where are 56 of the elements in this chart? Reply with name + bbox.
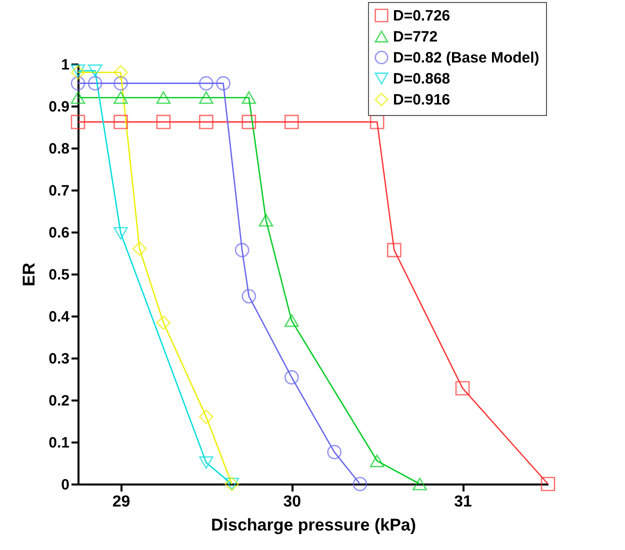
y-axis-title: ER xyxy=(20,262,39,286)
x-tick-label: 29 xyxy=(112,494,130,510)
y-tick-label: 1 xyxy=(61,56,70,74)
point xyxy=(242,91,256,104)
point xyxy=(199,456,214,469)
point xyxy=(199,91,214,104)
point xyxy=(412,478,427,490)
y-tick-label: 0.8 xyxy=(48,140,70,158)
point xyxy=(370,454,384,468)
x-tick-label: 31 xyxy=(454,494,472,510)
point xyxy=(88,76,102,90)
x-tick-label: 30 xyxy=(283,494,302,510)
point xyxy=(70,91,86,104)
legend-label: D=772 xyxy=(393,28,438,46)
legend-label: D=0.868 xyxy=(393,70,450,88)
point xyxy=(540,476,556,492)
point xyxy=(114,76,128,90)
point xyxy=(387,242,402,258)
y-tick-label: 0.2 xyxy=(48,392,70,410)
point xyxy=(132,242,147,256)
y-tick-label: 0.7 xyxy=(48,182,70,200)
point xyxy=(258,214,274,227)
point xyxy=(284,314,299,327)
point xyxy=(455,381,470,396)
y-tick-label: 0.3 xyxy=(48,350,70,368)
point xyxy=(70,114,86,130)
y-tick-label: 0.6 xyxy=(48,224,70,242)
y-tick-label: 0.1 xyxy=(48,434,70,452)
point xyxy=(199,114,214,130)
x-axis-title: Discharge pressure (kPa) xyxy=(210,516,416,534)
y-tick-label: 0.4 xyxy=(48,308,70,326)
point xyxy=(352,476,368,492)
legend-label: D=0.726 xyxy=(393,8,450,24)
point xyxy=(156,316,171,330)
point xyxy=(242,114,256,130)
y-tick-label: 0.9 xyxy=(48,98,70,116)
y-tick-label: 0.5 xyxy=(48,266,70,284)
point xyxy=(216,76,230,90)
point xyxy=(114,65,128,80)
point xyxy=(70,76,86,90)
point xyxy=(242,289,256,304)
point xyxy=(114,226,128,240)
point xyxy=(114,114,128,130)
point xyxy=(234,242,250,258)
point xyxy=(327,444,342,460)
y-tick-label: 0 xyxy=(61,476,70,494)
point xyxy=(284,114,299,130)
point xyxy=(114,91,128,104)
legend-label: D=0.916 xyxy=(393,92,450,108)
point xyxy=(199,410,214,424)
point xyxy=(88,64,102,78)
point xyxy=(199,76,214,90)
point xyxy=(284,370,299,384)
point xyxy=(156,91,171,104)
point xyxy=(156,114,171,130)
legend-label: D=0.82 (Base Model) xyxy=(393,50,540,66)
